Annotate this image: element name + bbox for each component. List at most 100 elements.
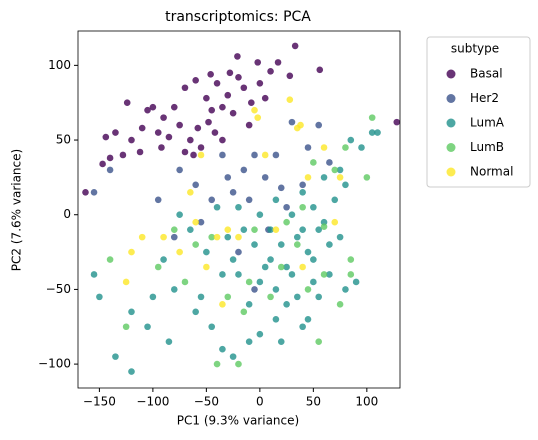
series [90,118,333,293]
series [122,96,344,308]
legend-title: subtype [451,42,499,56]
y-axis-label: PC2 (7.6% variance) [10,149,24,271]
point [304,144,312,151]
point [219,271,226,278]
x-tick-label: −100 [136,395,169,409]
point [261,151,269,159]
point [277,241,285,248]
point [213,203,221,211]
point [203,248,210,256]
point [197,218,205,226]
point [235,271,242,278]
point [315,121,322,129]
point [342,144,349,151]
point [251,226,258,233]
point [374,129,381,136]
point [235,360,242,368]
point [363,174,371,181]
point [283,301,290,308]
point [342,181,349,189]
point [160,233,167,241]
point [197,144,205,151]
point [170,226,178,233]
point [283,263,290,271]
legend-marker [446,143,456,152]
point [240,226,248,233]
point [176,166,183,174]
point [235,203,242,211]
point [299,203,306,211]
point [144,106,151,114]
point [336,166,344,174]
point [219,301,226,308]
point [224,174,232,181]
point [283,218,290,226]
point [267,226,274,233]
legend-label: Normal [470,165,513,179]
point [393,118,401,126]
x-tick-label: 100 [355,395,378,409]
point [106,154,114,162]
point [213,233,221,241]
legend-marker [446,94,456,103]
point [347,256,355,263]
point [352,278,360,286]
point [96,293,103,301]
point [358,144,365,151]
point [176,248,183,256]
y-tick-label: −50 [46,282,71,296]
point [256,278,264,286]
point [187,226,194,233]
point [304,315,312,323]
series [90,129,381,375]
y-tick-label: 50 [56,133,71,147]
point [165,133,173,141]
point [224,226,232,233]
point [288,211,296,219]
point [299,263,306,271]
point [226,69,234,77]
point [248,99,255,106]
point [229,256,237,263]
point [144,323,151,331]
chart-title: transcriptomics: PCA [165,9,311,25]
point [219,151,226,159]
point [208,106,216,114]
point [274,59,282,66]
point [277,338,285,345]
x-tick-label: 0 [256,395,264,409]
plot-frame [77,30,401,389]
point [149,293,157,301]
point [112,353,119,360]
point [90,271,98,278]
point [288,271,296,278]
point [342,286,349,293]
point [190,151,197,159]
point [203,263,210,271]
legend-label: Basal [470,67,503,81]
point [203,94,210,102]
point [160,256,167,263]
point [277,263,285,271]
point [315,338,322,345]
point [272,286,280,293]
point [119,151,127,159]
series [82,42,401,196]
point [102,133,110,141]
point [154,196,162,204]
point [299,323,306,331]
point [368,129,376,136]
point [170,286,178,293]
point [261,174,269,181]
point [170,233,178,241]
point [154,129,162,136]
point [128,308,135,316]
point [128,248,135,256]
point [192,241,199,248]
point [291,42,299,50]
point [229,189,237,196]
point [106,166,114,174]
point [149,103,157,111]
point [138,124,146,132]
